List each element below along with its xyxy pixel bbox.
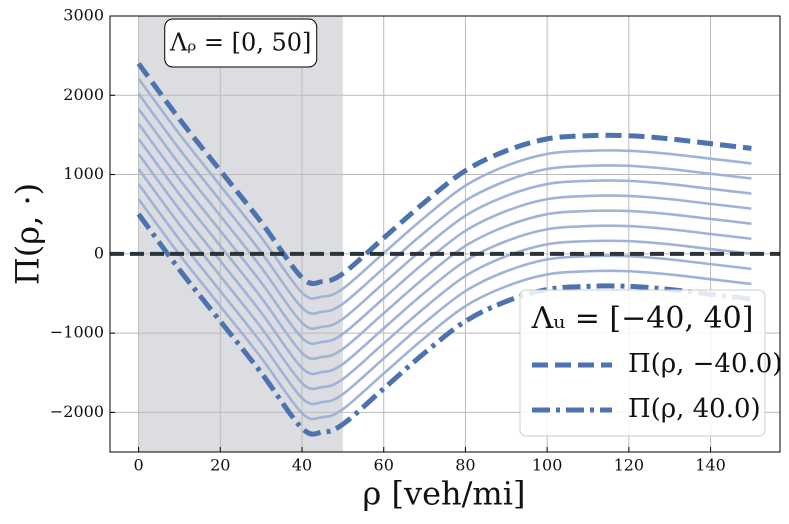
y-tick-label: 2000: [63, 85, 104, 104]
family-line: [137, 153, 752, 376]
family-line: [137, 183, 752, 406]
family-line: [137, 107, 752, 331]
x-axis-label: ρ [veh/mi]: [363, 475, 526, 513]
x-tick-label: 140: [695, 456, 726, 475]
family-line: [137, 168, 752, 391]
y-tick-label: −2000: [50, 402, 104, 421]
legend-title: Λᵤ = [−40, 40]: [531, 301, 754, 336]
y-axis-label: Π(ρ, ·): [9, 183, 47, 285]
series-line: [136, 62, 752, 287]
x-tick-label: 100: [532, 456, 563, 475]
x-tick-label: 120: [614, 456, 645, 475]
annotation-box: [164, 18, 318, 68]
family-line: [137, 77, 752, 300]
x-tick-label: 60: [374, 456, 394, 475]
series-line: [136, 212, 752, 437]
y-tick-label: 0: [94, 243, 104, 262]
y-tick-label: −1000: [50, 323, 104, 342]
family-line: [137, 92, 752, 315]
legend-label: Π(ρ, 40.0): [628, 394, 761, 424]
x-tick-label: 40: [292, 456, 312, 475]
x-tick-label: 20: [210, 456, 230, 475]
y-tick-label: 3000: [63, 6, 104, 25]
legend-box: [519, 289, 766, 437]
x-tick-label: 80: [455, 456, 475, 475]
family-line: [137, 138, 752, 361]
legend-label: Π(ρ, −40.0): [628, 349, 782, 379]
x-tick-label: 0: [134, 456, 144, 475]
y-tick-label: 1000: [63, 164, 104, 183]
plot-frame: [109, 15, 781, 453]
family-line: [137, 198, 752, 421]
annotation: Λᵨ = [0, 50]: [169, 29, 311, 57]
shaded-region: [138, 16, 343, 452]
